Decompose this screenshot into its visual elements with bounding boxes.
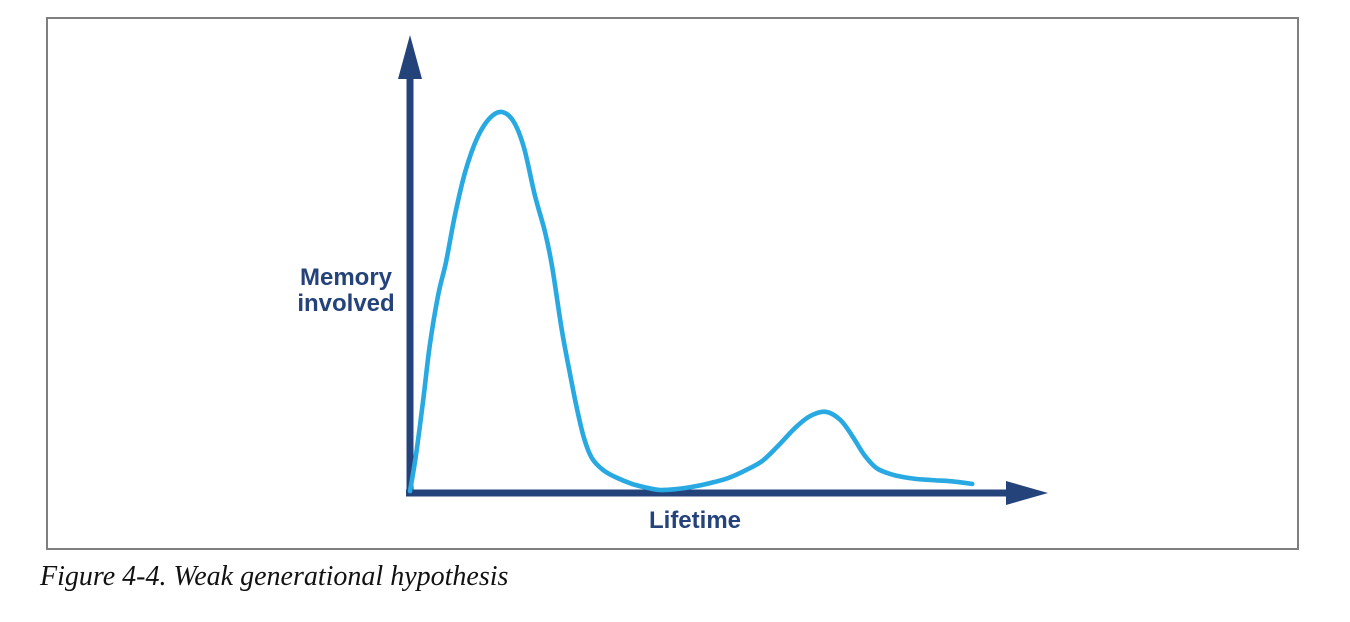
memory-involved-curve bbox=[407, 109, 975, 494]
x-axis-arrowhead bbox=[1006, 481, 1048, 505]
chart-canvas bbox=[398, 35, 1048, 505]
y-axis-label-line2: involved bbox=[297, 290, 395, 317]
x-axis-label: Lifetime bbox=[648, 507, 741, 534]
y-axis-label-line1: Memory bbox=[299, 264, 393, 291]
y-axis-label: Memory involved bbox=[256, 265, 436, 317]
figure-caption: Figure 4-4. Weak generational hypothesis bbox=[40, 561, 509, 592]
y-axis-arrowhead bbox=[398, 35, 422, 79]
figure-panel: Memory involved Lifetime bbox=[46, 17, 1299, 550]
